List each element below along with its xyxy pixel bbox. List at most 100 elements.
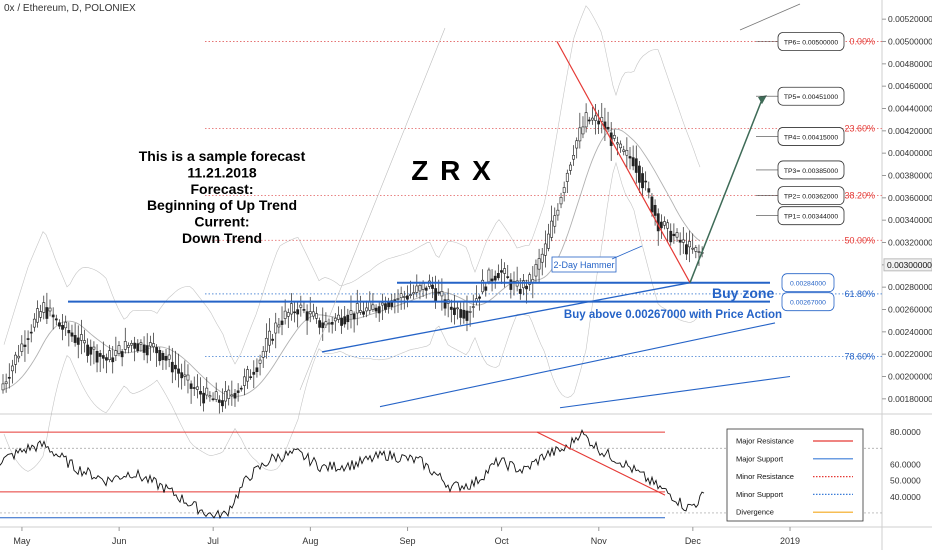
candle-body (374, 307, 378, 312)
falling-resistance (556, 41, 691, 283)
candle-body (553, 215, 557, 227)
candle-body (368, 301, 372, 311)
buy-zone-label: Buy zone (712, 285, 774, 301)
candle-body (221, 400, 224, 407)
candle-body (487, 269, 491, 283)
price-axis: 0.00180000 0.00200000 0.00220000 0.00240000… (882, 14, 932, 404)
candle-body (431, 284, 434, 289)
candle-body (142, 344, 146, 353)
candle-body (647, 188, 651, 193)
candle-body (155, 347, 159, 354)
candle-body (562, 187, 566, 194)
candle-body (656, 213, 660, 232)
candle-body (675, 232, 679, 238)
candle-body (239, 387, 243, 390)
candle-body (174, 364, 177, 370)
candle-body (666, 222, 670, 229)
tp-box (777, 86, 845, 106)
candle-body (1, 383, 5, 391)
annotations: This is a sample forecast11.21.2018Forec… (139, 148, 782, 321)
candle-body (318, 320, 322, 328)
candle-body (681, 239, 685, 243)
candle-body (355, 303, 359, 314)
candle-body (456, 307, 459, 310)
candle-body (528, 274, 532, 285)
candle-body (468, 311, 472, 313)
candle-body (352, 313, 356, 320)
candle-body (503, 268, 507, 274)
candle-body (358, 310, 362, 313)
bands (3, 5, 701, 472)
price-tick-label: 0.00180000 (888, 394, 932, 404)
candle-body (343, 316, 347, 325)
candle-body (496, 273, 500, 279)
candle-body (462, 309, 466, 319)
candle-body (333, 317, 337, 322)
candle-body (509, 279, 513, 290)
candle-body (406, 295, 409, 300)
tp-callouts: TP6= 0.00500000 TP5= 0.00451000 TP4= 0.004… (756, 32, 845, 312)
candle-body (152, 343, 155, 348)
price-tick-label: 0.00500000 (888, 37, 932, 47)
legend-label: Minor Support (736, 490, 784, 499)
fan-line-2 (739, 3, 801, 31)
time-tick-label: Nov (591, 536, 608, 546)
candle-body (208, 395, 212, 398)
candle-body (644, 180, 648, 183)
candle-body (302, 309, 306, 311)
candle-body (192, 387, 196, 389)
time-tick-label: Oct (495, 536, 510, 546)
candle-body (92, 346, 96, 350)
candle-body (537, 258, 541, 270)
candle-body (377, 306, 381, 314)
candle-body (415, 285, 419, 293)
candle-body (7, 376, 11, 379)
osc-tick-label: 40.0000 (890, 492, 921, 502)
candle-body (465, 310, 469, 321)
candle-body (130, 342, 133, 346)
candle-body (421, 283, 425, 290)
candle-body (105, 357, 108, 361)
candle-body (678, 239, 682, 243)
candle-body (691, 247, 695, 250)
candle-body (327, 322, 331, 325)
candle-body (70, 332, 74, 337)
candle-body (236, 390, 240, 393)
candle-body (393, 299, 397, 301)
candle-body (148, 342, 152, 347)
candle-body (32, 318, 36, 328)
candle-body (117, 345, 121, 354)
forecast-line: Forecast: (190, 181, 253, 197)
candle-body (205, 387, 209, 396)
buy-above-label: Buy above 0.00267000 with Price Action (564, 309, 782, 321)
candle-body (4, 381, 8, 385)
candle-body (271, 338, 275, 341)
candle-body (268, 330, 271, 346)
price-tick-label: 0.00240000 (888, 327, 932, 337)
candle-body (315, 313, 318, 319)
oscillator-axis: 80.0000 60.0000 50.0000 40.0000 (890, 427, 921, 502)
tp-label: TP1= 0.00344000 (784, 214, 838, 221)
candle-body (384, 303, 387, 310)
candle-body (484, 286, 488, 291)
candle-body (133, 342, 137, 349)
candle-body (619, 143, 622, 149)
candle-body (540, 253, 544, 263)
candle-body (365, 307, 369, 312)
candle-body (277, 324, 281, 328)
tp-box (777, 206, 845, 226)
candle-body (145, 345, 149, 356)
candle-body (108, 350, 111, 360)
candle-body (111, 357, 115, 363)
legend-label: Major Support (736, 454, 784, 463)
candle-body (522, 280, 525, 289)
forecast-line: 11.21.2018 (187, 164, 257, 180)
candle-body (45, 307, 49, 319)
candle-body (371, 304, 375, 310)
legend: Major Resistance Major Support Minor Resis… (726, 428, 864, 522)
tp-box (777, 186, 845, 206)
candle-body (616, 142, 619, 145)
candle-body (161, 352, 165, 361)
candle-body (61, 325, 64, 330)
lower-support (379, 322, 776, 408)
